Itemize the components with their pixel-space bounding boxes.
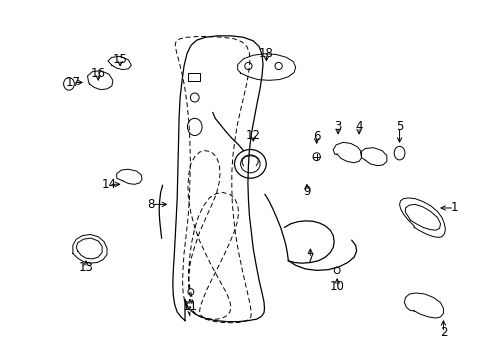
Text: 16: 16	[91, 67, 105, 80]
Text: 17: 17	[65, 76, 80, 89]
Text: 6: 6	[312, 130, 320, 143]
Text: 10: 10	[329, 280, 344, 293]
Text: 14: 14	[101, 178, 116, 191]
Text: 15: 15	[113, 53, 127, 66]
Text: 3: 3	[334, 121, 341, 134]
Text: 2: 2	[439, 326, 447, 339]
Text: 5: 5	[395, 121, 403, 134]
Text: 1: 1	[449, 202, 457, 215]
Text: 12: 12	[245, 129, 260, 142]
Text: 13: 13	[79, 261, 93, 274]
Text: 8: 8	[147, 198, 154, 211]
Text: 7: 7	[306, 252, 313, 265]
Text: 11: 11	[182, 300, 197, 313]
Text: 4: 4	[355, 121, 362, 134]
Text: 18: 18	[259, 47, 273, 60]
Text: 9: 9	[303, 185, 310, 198]
